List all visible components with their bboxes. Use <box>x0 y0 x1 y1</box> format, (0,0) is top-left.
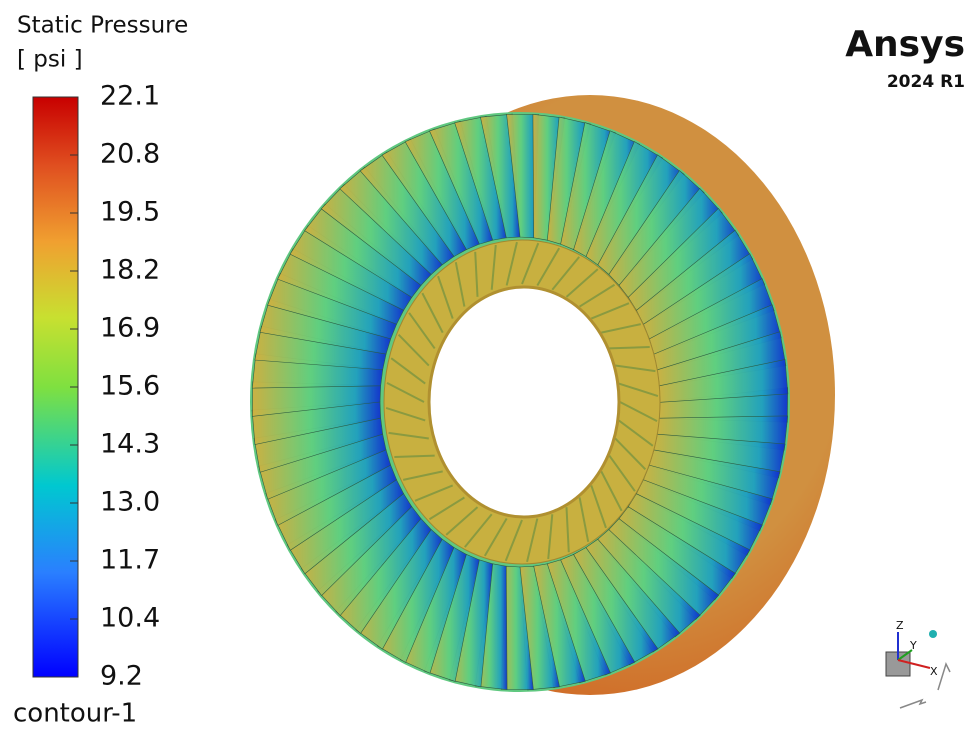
blade <box>339 166 443 275</box>
blade <box>585 141 663 266</box>
hub-vane <box>504 519 523 562</box>
legend-title: Static Pressure <box>17 13 188 39</box>
legend-label: 13.0 <box>100 487 160 518</box>
hub-vane <box>565 507 570 553</box>
z-label: Z <box>896 619 904 632</box>
hub-vane <box>483 518 508 557</box>
blade <box>546 559 611 684</box>
hub-vane <box>386 381 425 403</box>
hub-vane <box>421 292 444 334</box>
hub-vane <box>600 470 623 512</box>
legend-label: 16.9 <box>100 313 160 344</box>
blade <box>533 563 586 689</box>
hub-vane <box>578 497 590 542</box>
hub-vane <box>397 333 430 367</box>
hub-vane <box>590 302 630 320</box>
hub-vane <box>608 454 636 492</box>
legend-label: 22.1 <box>100 81 160 112</box>
blade <box>573 130 641 258</box>
legend-label: 11.7 <box>100 545 160 576</box>
blade <box>429 120 494 245</box>
legend-label: 19.5 <box>100 197 160 228</box>
hub-vane <box>619 401 658 423</box>
rotate-arrow <box>899 698 927 709</box>
blade <box>377 538 455 663</box>
hub-vane <box>526 518 539 563</box>
y-label: Y <box>909 639 917 652</box>
legend-label: 18.2 <box>100 255 160 286</box>
hub-vane <box>547 514 554 560</box>
blade <box>506 114 540 239</box>
hub-vane <box>505 241 518 286</box>
hub-vane <box>390 357 426 385</box>
hub-vane <box>614 437 647 471</box>
hub-vane <box>565 268 599 298</box>
blade <box>404 128 480 250</box>
hub-vane <box>536 247 561 286</box>
blade <box>500 565 534 690</box>
brand-version: 2024 R1 <box>887 72 965 92</box>
blade <box>585 538 681 653</box>
hub-vane <box>402 470 443 481</box>
hub-vane <box>454 262 466 307</box>
hub-vane <box>579 283 616 308</box>
hub-vane <box>414 484 454 502</box>
hub-vane <box>609 345 650 350</box>
contour-name: contour-1 <box>13 699 137 729</box>
hub-vane <box>388 431 429 440</box>
hub-hole <box>427 285 621 519</box>
legend-label: 10.4 <box>100 603 160 634</box>
hub-vane <box>445 506 479 536</box>
blade <box>424 553 480 682</box>
hub-vane <box>490 244 497 290</box>
hub-vane <box>551 256 580 291</box>
hub-vane <box>618 382 659 398</box>
hub-vane <box>521 242 540 285</box>
legend-labels: 22.1 20.8 19.5 18.2 16.9 15.6 14.3 13.0 11.7 10.4… <box>70 81 160 692</box>
axis-triad: Z Y X <box>885 619 951 709</box>
blade <box>381 138 468 257</box>
hub-vane <box>474 251 479 297</box>
hub-vane <box>618 419 654 447</box>
turbine-model <box>250 95 835 695</box>
hub-vane <box>464 513 493 548</box>
triad-ball <box>929 630 937 638</box>
hub-vane <box>428 496 465 521</box>
hub-vane <box>590 485 607 529</box>
brand-name: Ansys <box>845 24 965 65</box>
x-axis <box>897 659 931 669</box>
blade <box>560 554 636 676</box>
hub-vane <box>408 312 436 350</box>
blade <box>597 529 701 638</box>
legend-unit: [ psi ] <box>17 47 83 73</box>
blade <box>572 547 659 666</box>
legend-label: 14.3 <box>100 429 160 460</box>
hub-vane <box>601 323 642 334</box>
legend-label: 9.2 <box>100 661 143 692</box>
blade <box>560 122 616 251</box>
blade <box>359 151 455 266</box>
legend-label: 15.6 <box>100 371 160 402</box>
legend-label: 20.8 <box>100 139 160 170</box>
blade <box>399 546 467 674</box>
rotate-arrow <box>937 661 951 691</box>
x-label: X <box>930 665 938 678</box>
hub-vane <box>437 275 454 319</box>
hub-vane <box>394 454 435 459</box>
blade <box>454 115 507 241</box>
y-axis <box>897 649 913 661</box>
hub-vane <box>615 364 656 373</box>
hub-vane <box>385 406 426 422</box>
